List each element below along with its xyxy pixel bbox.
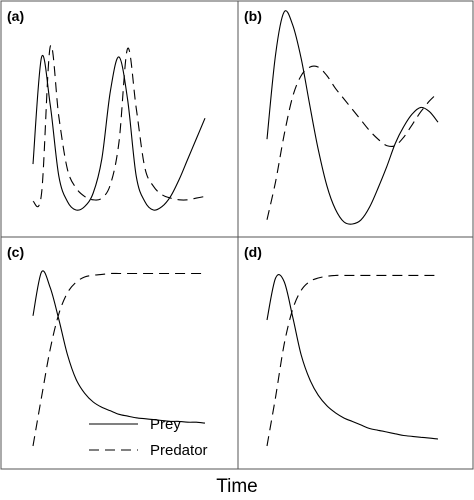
panel-label: (a) <box>7 8 24 24</box>
panel-label: (c) <box>7 244 24 260</box>
panel-frame <box>237 236 474 470</box>
prey-series-line <box>32 54 206 211</box>
predator-series-line <box>32 44 206 208</box>
panel-label: (b) <box>244 8 262 24</box>
predator-series-line <box>32 272 205 447</box>
panel-frame <box>0 0 239 238</box>
legend-predator-label: Predator <box>150 442 208 459</box>
x-axis-title: Time <box>216 476 258 497</box>
panel-frame <box>237 0 474 238</box>
prey-series-line <box>266 274 439 440</box>
legend-prey-label: Prey <box>150 416 181 433</box>
predator-series-line <box>266 65 439 220</box>
prey-series-line <box>32 270 206 424</box>
panel-c: (c) <box>0 236 239 470</box>
panel-frame <box>0 236 239 470</box>
panel-label: (d) <box>244 244 262 260</box>
prey-series-line <box>266 10 439 225</box>
legend: Prey Predator <box>89 416 208 459</box>
panel-d: (d) <box>237 236 474 470</box>
panel-a: (a) <box>0 0 239 238</box>
predator-series-line <box>266 274 438 447</box>
panel-b: (b) <box>237 0 474 238</box>
